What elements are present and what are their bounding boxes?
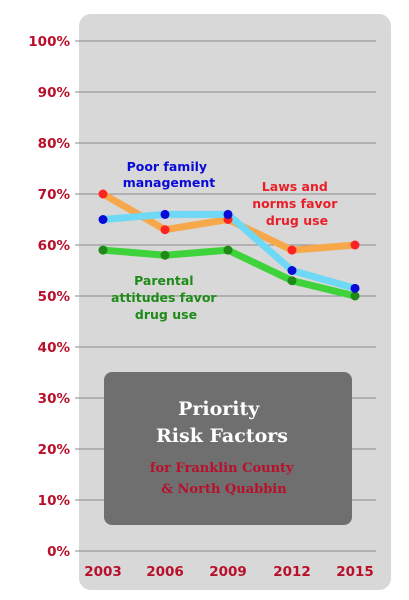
data-point	[160, 209, 170, 219]
data-point	[98, 215, 108, 224]
annotation-parental: Parental attitudes favor drug use	[111, 273, 221, 322]
y-tick-label: 20%	[38, 442, 71, 458]
annotation-poor-family-line-1: Poor family	[127, 159, 207, 174]
y-tick-label: 40%	[38, 340, 71, 356]
data-point	[160, 225, 170, 235]
title-box: Priority Risk Factors for Franklin Count…	[104, 372, 352, 525]
title-line-2: Risk Factors	[156, 425, 288, 447]
annotation-parental-line-2: attitudes favor	[111, 290, 217, 305]
y-tick-label: 30%	[38, 391, 71, 407]
y-tick-label: 50%	[38, 289, 71, 305]
y-tick-label: 70%	[38, 187, 71, 203]
data-point	[287, 276, 297, 286]
data-point	[287, 266, 297, 275]
subtitle-line-1: for Franklin County	[150, 461, 294, 476]
data-point	[350, 291, 360, 301]
annotation-poor-family: Poor family management	[123, 159, 216, 190]
data-point	[98, 245, 108, 255]
y-tick-label: 100%	[28, 34, 70, 50]
x-tick-label: 2015	[336, 564, 374, 580]
annotation-parental-line-3: drug use	[135, 307, 197, 322]
y-tick-label: 90%	[38, 85, 71, 101]
subtitle-line-2: & North Quabbin	[161, 482, 287, 497]
data-point	[223, 209, 233, 219]
title-box-background	[104, 372, 352, 525]
data-point	[98, 189, 108, 199]
x-axis-ticks: 2003 2006 2009 2012 2015	[84, 564, 374, 580]
data-point	[350, 240, 360, 250]
data-point	[160, 250, 170, 260]
annotation-parental-line-1: Parental	[134, 273, 194, 288]
x-tick-label: 2006	[146, 564, 184, 580]
x-tick-label: 2003	[84, 564, 122, 580]
title-box-subtitle: for Franklin County & North Quabbin	[150, 461, 298, 497]
y-tick-label: 80%	[38, 136, 71, 152]
x-tick-label: 2012	[273, 564, 311, 580]
data-point	[223, 245, 233, 255]
x-tick-label: 2009	[209, 564, 247, 580]
annotation-laws-norms: Laws and norms favor drug use	[252, 179, 342, 228]
title-box-title: Priority Risk Factors	[156, 398, 288, 447]
annotation-laws-norms-line-1: Laws and	[262, 179, 328, 194]
title-line-1: Priority	[178, 398, 260, 420]
y-tick-label: 10%	[38, 493, 71, 509]
y-tick-label: 60%	[38, 238, 71, 254]
annotation-laws-norms-line-3: drug use	[266, 213, 328, 228]
y-tick-label: 0%	[47, 544, 70, 560]
series-lines	[98, 189, 360, 301]
y-axis-ticks: 0% 10% 20% 30% 40% 50% 60% 70% 80% 90% 100%	[28, 34, 70, 560]
annotation-laws-norms-line-2: norms favor	[252, 196, 338, 211]
data-point	[350, 283, 360, 293]
data-point	[287, 245, 297, 255]
annotation-poor-family-line-2: management	[123, 175, 216, 190]
